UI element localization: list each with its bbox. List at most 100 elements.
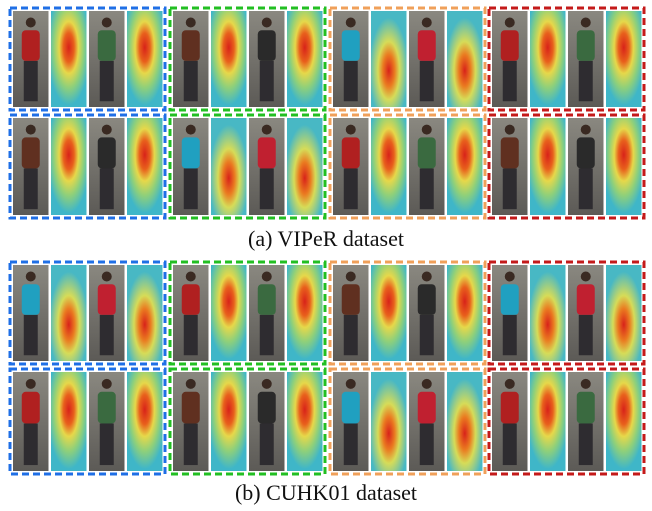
person-legs (184, 315, 198, 355)
person-head (581, 18, 591, 28)
heatmap (606, 372, 642, 471)
person-head (505, 272, 515, 282)
person-torso (182, 30, 200, 61)
heatmap (447, 372, 483, 471)
heatmap (371, 265, 407, 361)
person-head (102, 18, 112, 28)
person-torso (98, 30, 116, 61)
heatmap (127, 265, 163, 361)
heatmap (211, 118, 247, 215)
person-legs (100, 168, 114, 209)
heatmap (530, 118, 566, 215)
person-legs (100, 315, 114, 355)
heatmap (447, 118, 483, 215)
heatmap (51, 265, 87, 361)
person-torso (418, 137, 436, 168)
person-torso (418, 392, 436, 424)
person-legs (260, 423, 274, 465)
person-head (346, 18, 356, 28)
person-torso (258, 137, 276, 168)
person-head (581, 125, 591, 135)
person-head (346, 379, 356, 389)
person-legs (184, 423, 198, 465)
heatmap (287, 372, 323, 471)
person-legs (24, 168, 38, 209)
person-head (102, 379, 112, 389)
person-torso (342, 30, 360, 61)
person-legs (260, 168, 274, 209)
figure: (a) VIPeR dataset (b) CUHK01 dataset (0, 0, 652, 511)
heatmap (447, 265, 483, 361)
person-head (262, 18, 272, 28)
person-torso (342, 137, 360, 168)
person-legs (24, 423, 38, 465)
person-torso (22, 284, 40, 315)
person-legs (579, 315, 593, 355)
person-legs (260, 61, 274, 101)
person-torso (258, 392, 276, 424)
heatmap (287, 265, 323, 361)
heatmap (371, 372, 407, 471)
person-head (102, 272, 112, 282)
person-torso (182, 392, 200, 424)
heatmap (211, 11, 247, 107)
heatmap (127, 372, 163, 471)
caption: (a) VIPeR dataset (248, 226, 404, 251)
person-head (505, 18, 515, 28)
caption: (b) CUHK01 dataset (235, 480, 417, 505)
heatmap (606, 11, 642, 107)
person-head (505, 379, 515, 389)
person-torso (418, 30, 436, 61)
heatmap (211, 372, 247, 471)
person-legs (344, 423, 358, 465)
heatmap (371, 11, 407, 107)
person-head (422, 18, 432, 28)
person-legs (503, 423, 517, 465)
person-legs (503, 61, 517, 101)
person-legs (260, 315, 274, 355)
person-torso (501, 392, 519, 424)
person-legs (24, 61, 38, 101)
heatmap (287, 11, 323, 107)
person-head (186, 379, 196, 389)
person-head (26, 272, 36, 282)
heatmap (530, 11, 566, 107)
person-legs (344, 168, 358, 209)
heatmap (447, 11, 483, 107)
person-torso (22, 137, 40, 168)
person-torso (98, 137, 116, 168)
page: (a) VIPeR dataset (b) CUHK01 dataset (()… (0, 0, 652, 511)
person-head (422, 272, 432, 282)
person-torso (577, 30, 595, 61)
person-torso (98, 392, 116, 424)
person-torso (577, 137, 595, 168)
person-legs (184, 61, 198, 101)
person-legs (100, 61, 114, 101)
person-legs (24, 315, 38, 355)
person-head (581, 379, 591, 389)
person-torso (501, 284, 519, 315)
person-head (186, 125, 196, 135)
person-legs (344, 61, 358, 101)
person-head (422, 379, 432, 389)
person-legs (420, 61, 434, 101)
heatmap (371, 118, 407, 215)
person-torso (182, 284, 200, 315)
person-legs (579, 61, 593, 101)
person-head (346, 272, 356, 282)
person-head (581, 272, 591, 282)
person-legs (420, 168, 434, 209)
person-head (26, 379, 36, 389)
person-head (505, 125, 515, 135)
person-head (102, 125, 112, 135)
heatmap (287, 118, 323, 215)
person-torso (22, 30, 40, 61)
person-legs (503, 315, 517, 355)
person-head (186, 18, 196, 28)
heatmap (606, 265, 642, 361)
heatmap (530, 265, 566, 361)
heatmap (606, 118, 642, 215)
heatmap (51, 118, 87, 215)
person-legs (184, 168, 198, 209)
person-head (262, 125, 272, 135)
